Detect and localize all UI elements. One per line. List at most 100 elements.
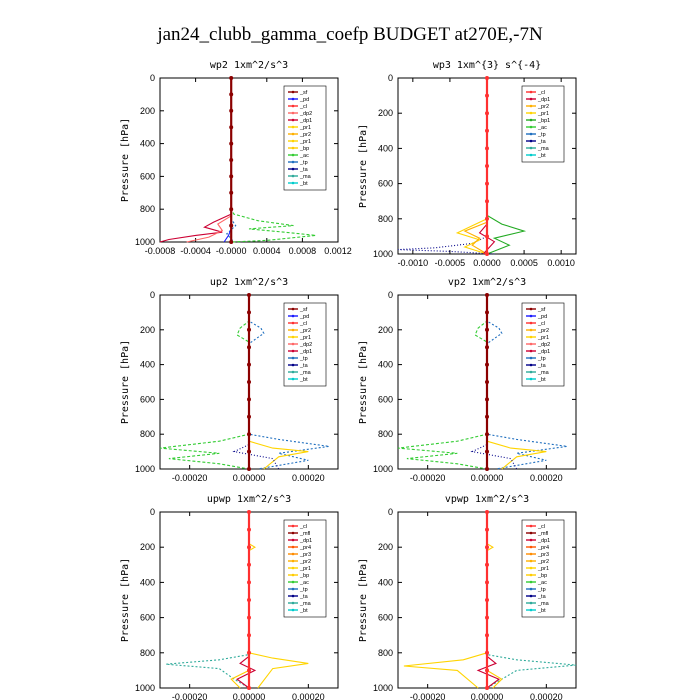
legend-label: _pr1 (299, 125, 311, 131)
series-marker (485, 580, 489, 585)
legend-label: _dp2 (537, 342, 550, 348)
x-tick-label: 0.00020 (530, 692, 563, 700)
series-line-bp1 (486, 78, 527, 255)
legend-label: _cl (537, 524, 545, 530)
legend-label: _tp (537, 356, 546, 362)
legend-swatch-marker (529, 146, 533, 150)
legend-swatch-marker (529, 349, 533, 353)
legend-label: _bt (537, 608, 546, 614)
series-marker (229, 190, 234, 195)
y-tick-label: 1000 (373, 683, 393, 693)
legend-label: _ma (299, 601, 312, 607)
y-tick-label: 200 (378, 108, 393, 118)
legend-swatch-marker (291, 587, 295, 591)
series-marker (485, 650, 489, 655)
series-marker (485, 510, 489, 514)
series-marker (485, 181, 489, 186)
series-marker (485, 686, 489, 690)
legend-label: _pr1 (299, 335, 311, 341)
legend-label: _bt (299, 181, 308, 187)
legend-swatch-marker (291, 174, 295, 178)
series-marker (229, 223, 234, 228)
legend-label: _pd (537, 314, 547, 320)
legend-swatch-marker (291, 125, 295, 129)
legend-swatch-marker (291, 132, 295, 136)
legend-label: _bt (299, 377, 308, 383)
legend-swatch-marker (529, 552, 533, 556)
x-tick-label: 0.0010 (547, 258, 575, 268)
series-marker (247, 414, 251, 419)
series-marker (485, 668, 489, 673)
legend-label: _tp (537, 132, 546, 138)
panel-title: vp2 1xm^2/s^3 (448, 277, 526, 288)
legend-label: _tp (299, 356, 308, 362)
series-marker (485, 234, 489, 239)
series-marker (247, 432, 251, 437)
y-tick-label: 800 (378, 214, 393, 224)
legend-swatch-marker (529, 307, 533, 311)
series-marker (485, 93, 489, 98)
x-tick-label: -0.0000 (216, 246, 247, 256)
series-marker (485, 414, 489, 419)
x-tick-label: -0.00020 (410, 473, 446, 483)
legend-swatch-marker (529, 97, 533, 101)
series-marker (485, 216, 489, 221)
legend-swatch-marker (529, 545, 533, 549)
y-tick-label: 0 (150, 73, 155, 83)
legend-swatch-marker (529, 328, 533, 332)
legend-label: _sf (299, 90, 308, 96)
legend-label: _ma (537, 601, 550, 607)
y-tick-label: 600 (378, 613, 393, 623)
y-tick-label: 600 (140, 394, 155, 404)
series-marker (247, 310, 251, 315)
chart-panel-2: wp3 1xm^{3} s^{-4} Pressure [hPa] 0 200 400 6… (358, 60, 577, 268)
series-marker (485, 327, 489, 332)
series-marker (229, 174, 234, 179)
y-tick-label: 600 (378, 179, 393, 189)
series-marker (229, 108, 234, 113)
legend-swatch-marker (291, 146, 295, 150)
legend-swatch-marker (529, 524, 533, 528)
x-tick-label: -0.00020 (172, 692, 208, 700)
legend-label: _tp (299, 587, 308, 593)
chart-panel-5: upwp 1xm^2/s^3 Pressure [hPa] 0 200 400 600 80… (120, 494, 339, 700)
legend-label: _tp (299, 160, 308, 166)
y-tick-label: 1000 (135, 464, 155, 474)
series-marker (485, 633, 489, 638)
legend-swatch-marker (529, 566, 533, 570)
legend-swatch-marker (291, 111, 295, 115)
legend-label: _ta (537, 363, 547, 369)
legend-label: _dp1 (537, 349, 550, 355)
legend: _sf_pd_cl_dp2_dp1_pr1_pr2_pr1_bp_ac_tp_t… (283, 85, 327, 191)
legend-swatch-marker (529, 608, 533, 612)
legend-label: _mfl (299, 531, 310, 537)
legend-label: _pr4 (537, 545, 549, 551)
series-line-dp1 (159, 78, 232, 243)
legend-swatch-marker (529, 573, 533, 577)
legend-label: _pr1 (299, 566, 311, 572)
series-marker (247, 633, 251, 638)
series-marker (247, 397, 251, 402)
legend-label: _dp1 (299, 349, 312, 355)
legend-label: _pd (299, 314, 309, 320)
legend-swatch-marker (529, 321, 533, 325)
legend-swatch-marker (529, 125, 533, 129)
series-marker (485, 76, 489, 80)
series-line-pr2 (403, 512, 488, 689)
series-marker (247, 668, 251, 673)
series-line-tp (486, 295, 568, 470)
series-marker (247, 562, 251, 567)
panel-title: wp2 1xm^2/s^3 (210, 60, 288, 71)
y-tick-label: 0 (150, 507, 155, 517)
series-marker (229, 92, 234, 97)
legend-swatch-marker (529, 601, 533, 605)
series-marker (247, 467, 251, 471)
series-marker (485, 527, 489, 532)
y-axis-label: Pressure [hPa] (120, 558, 131, 642)
legend-label: _pr2 (299, 132, 311, 138)
x-tick-label: -0.0005 (435, 258, 466, 268)
legend-label: _dp1 (537, 538, 550, 544)
series-marker (247, 293, 251, 297)
x-tick-label: 0.0000 (473, 258, 501, 268)
